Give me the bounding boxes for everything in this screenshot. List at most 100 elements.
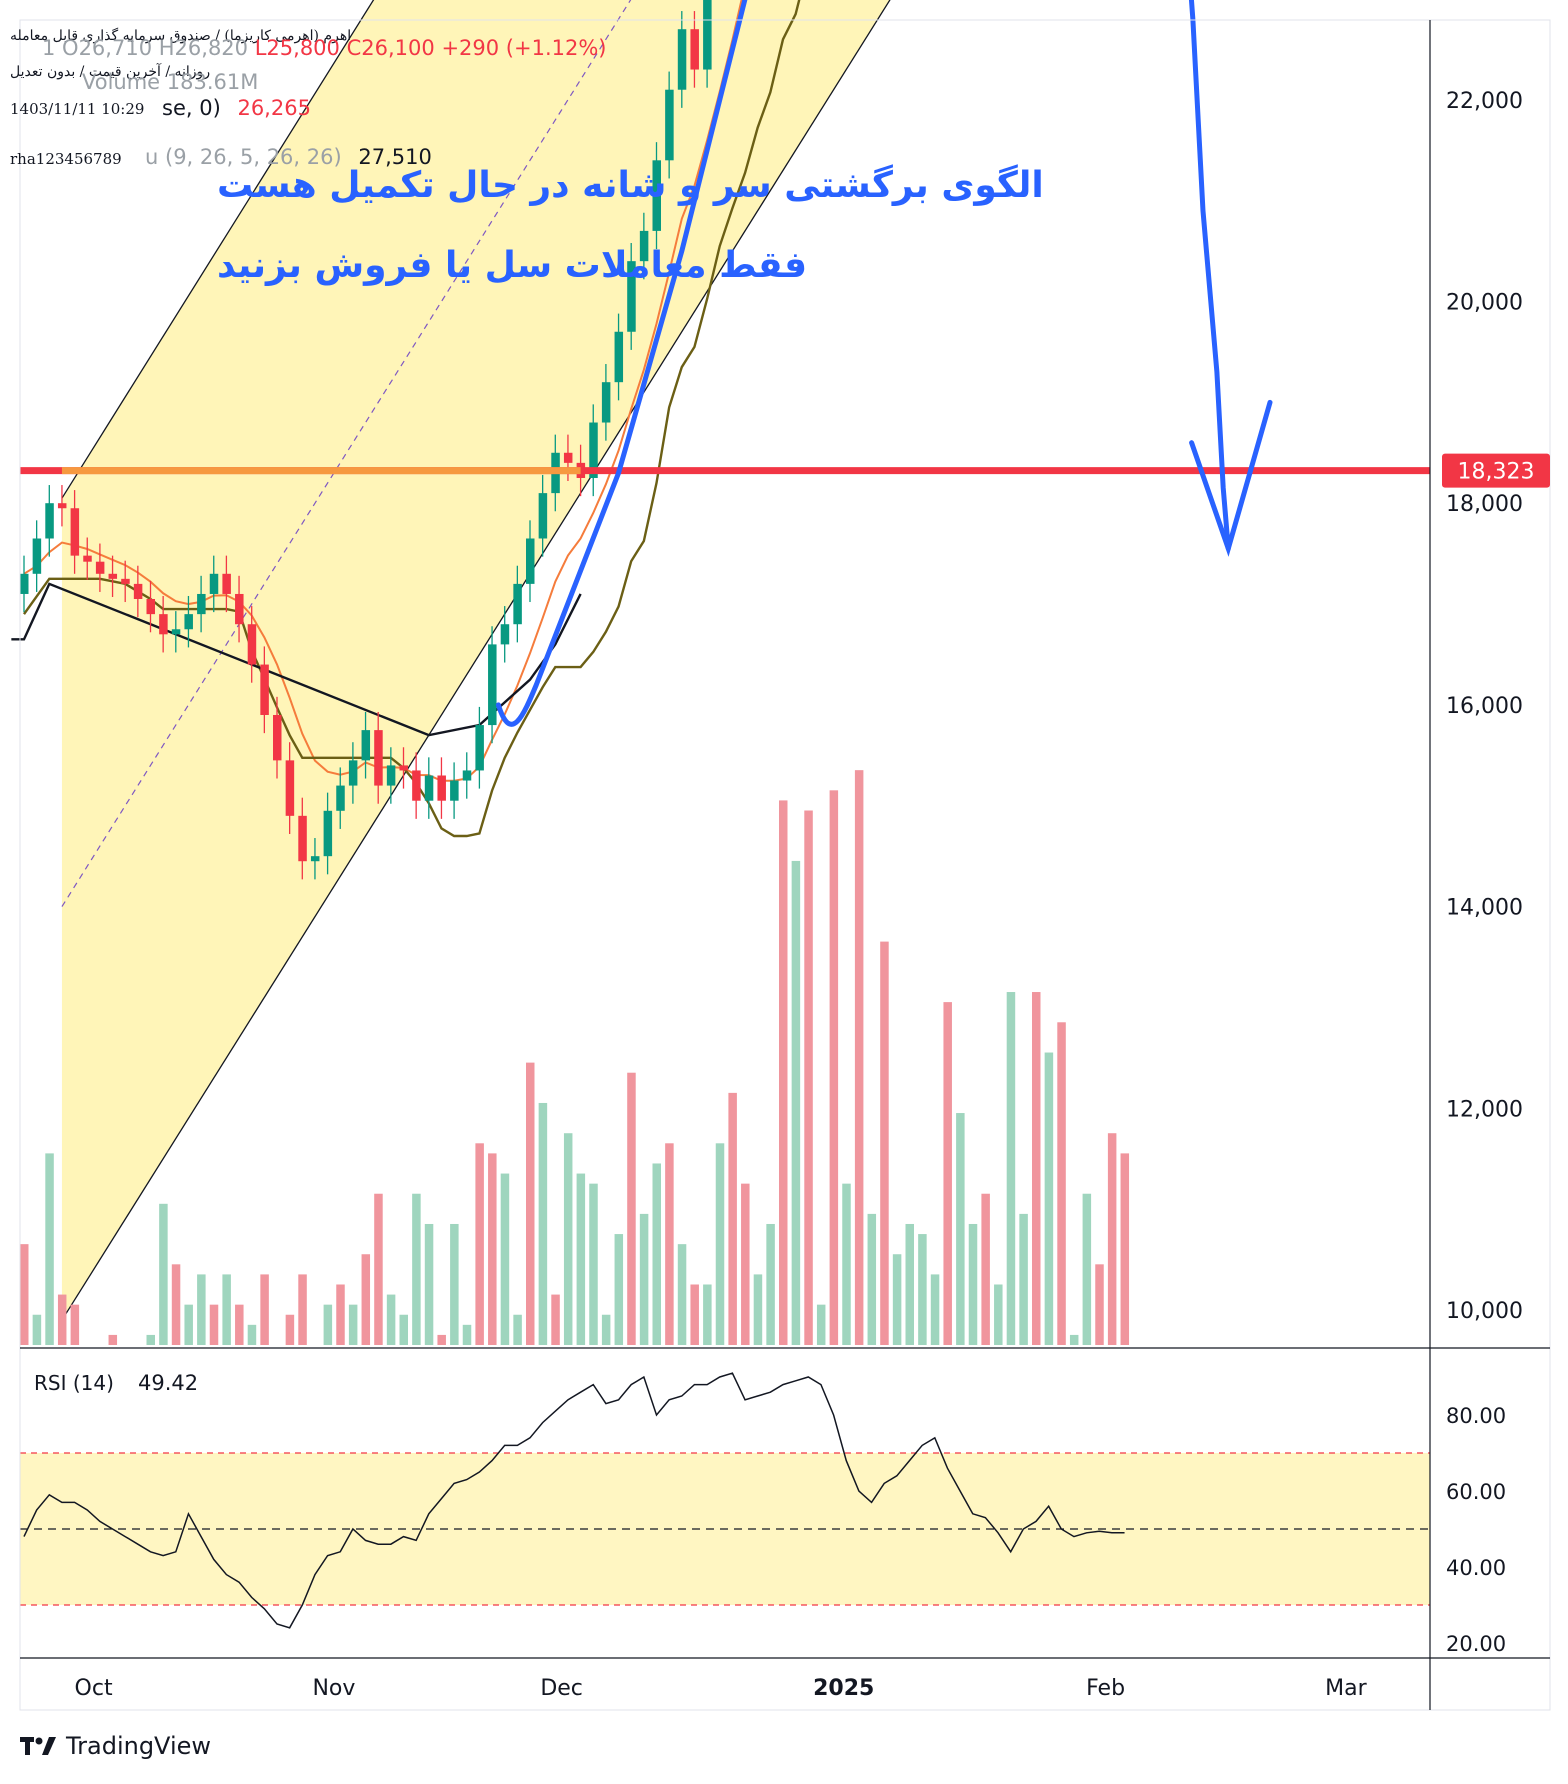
- username-watermark: rha123456789: [10, 150, 122, 168]
- price-tick-label: 10,000: [1446, 1299, 1523, 1324]
- chart-legend: اهرم (اهرمی کاریزما) / صندوق سرمایه گذار…: [10, 28, 870, 169]
- volume-bar: [867, 1213, 877, 1345]
- candles: [20, 0, 712, 880]
- volume-bar: [1032, 992, 1041, 1345]
- support-price-badge: 18,323: [1458, 460, 1535, 485]
- volume-bar: [209, 1304, 219, 1345]
- candle-body: [222, 573, 231, 594]
- volume-bar: [690, 1284, 699, 1345]
- tradingview-logo-icon: [20, 1737, 56, 1755]
- volume-bar: [601, 1314, 611, 1345]
- volume-bar: [981, 1193, 990, 1345]
- time-tick-label: Feb: [1086, 1676, 1125, 1701]
- candle-body: [235, 593, 244, 625]
- time-tick-label: Mar: [1325, 1676, 1367, 1701]
- datetime-stamp: 1403/11/11 10:29: [10, 100, 145, 118]
- time-tick-label: Nov: [312, 1676, 355, 1701]
- volume-bar: [500, 1173, 510, 1345]
- candle-body: [450, 780, 459, 801]
- volume-value: 183.61M: [166, 70, 259, 94]
- volume-bar: [450, 1223, 459, 1345]
- volume-bar: [766, 1223, 775, 1345]
- candle-body: [639, 230, 649, 262]
- candle-body: [627, 261, 636, 332]
- time-tick-label: Oct: [75, 1676, 113, 1701]
- volume-bar: [930, 1274, 940, 1345]
- candle-body: [323, 810, 333, 857]
- candle-body: [20, 573, 29, 594]
- volume-bar: [854, 770, 864, 1345]
- volume-bar: [412, 1193, 421, 1345]
- chart-frame: [19, 19, 1551, 1711]
- candle-body: [159, 614, 168, 635]
- open-value: O26,710: [62, 36, 153, 60]
- candle-body: [412, 770, 421, 801]
- volume-bar: [994, 1284, 1003, 1345]
- candle-body: [285, 760, 295, 816]
- rsi-tick-label: 40.00: [1446, 1556, 1506, 1580]
- volume-bar: [1120, 1153, 1130, 1345]
- candle-body: [108, 573, 118, 579]
- candle-body: [424, 775, 434, 801]
- candle-body: [437, 775, 446, 801]
- volume-bar: [905, 1223, 914, 1345]
- candle-body: [563, 452, 573, 463]
- volume-bar: [20, 1244, 29, 1345]
- ichimoku-params: (9, 26, 5, 26, 26): [165, 145, 342, 169]
- volume-bar: [32, 1314, 42, 1345]
- candle-body: [184, 614, 193, 630]
- volume-bar: [829, 790, 839, 1345]
- candle-body: [399, 765, 408, 771]
- volume-bar: [462, 1324, 472, 1345]
- volume-bar: [336, 1284, 345, 1345]
- candle-body: [513, 583, 522, 625]
- volume-bar: [1082, 1193, 1092, 1345]
- volume-bar: [1069, 1334, 1079, 1345]
- volume-bar: [677, 1244, 687, 1345]
- volume-bars: [20, 770, 1130, 1345]
- volume-bar: [424, 1223, 434, 1345]
- price-tick-label: 22,000: [1446, 89, 1523, 114]
- levels: [20, 467, 1430, 475]
- volume-bar: [1095, 1264, 1104, 1345]
- candle-body: [32, 538, 42, 574]
- volume-bar: [108, 1334, 118, 1345]
- volume-bar: [247, 1324, 257, 1345]
- ohlc-readout: 1 O26,710 H26,820 L25,800 C26,100 +290 (…: [42, 36, 607, 60]
- support-price-badge-bg: [1442, 453, 1550, 488]
- time-tick-label: Dec: [540, 1676, 583, 1701]
- tradingview-logo[interactable]: TradingView: [20, 1728, 211, 1764]
- candle-body: [348, 760, 358, 786]
- volume-bar: [197, 1274, 206, 1345]
- volume-bar: [298, 1274, 307, 1345]
- hand-drawings: [495, 0, 1273, 727]
- high-value: H26,820: [158, 36, 249, 60]
- candle-body: [133, 583, 143, 600]
- candle-body: [95, 561, 105, 574]
- volume-bar: [348, 1304, 358, 1345]
- ichimoku-value: 27,510: [358, 145, 432, 169]
- candle-body: [310, 856, 320, 862]
- rsi-tick-label: 80.00: [1446, 1404, 1506, 1428]
- volume-bar: [741, 1183, 750, 1345]
- rsi-line: [23, 1372, 1125, 1629]
- candle-body: [677, 29, 687, 90]
- candle-body: [209, 573, 219, 594]
- candle-body: [171, 629, 181, 635]
- axes: 20.00 40.00 60.00 80.00 10,000 12,000 14,000 16…: [19, 19, 1551, 1711]
- candle-body: [57, 503, 67, 509]
- rsi-legend-label: RSI (14): [34, 1371, 114, 1395]
- ma-legend: se, 0) 26,265: [162, 96, 311, 120]
- ma-label: se, 0): [162, 96, 221, 120]
- price-tick-label: 12,000: [1446, 1097, 1523, 1122]
- volume-bar: [918, 1234, 927, 1345]
- volume-bar: [614, 1234, 624, 1345]
- volume-bar: [235, 1304, 244, 1345]
- volume-bar: [222, 1274, 231, 1345]
- candle-body: [601, 382, 611, 423]
- candle-body: [500, 624, 510, 645]
- volume-bar: [1019, 1213, 1028, 1345]
- volume-bar: [791, 860, 801, 1345]
